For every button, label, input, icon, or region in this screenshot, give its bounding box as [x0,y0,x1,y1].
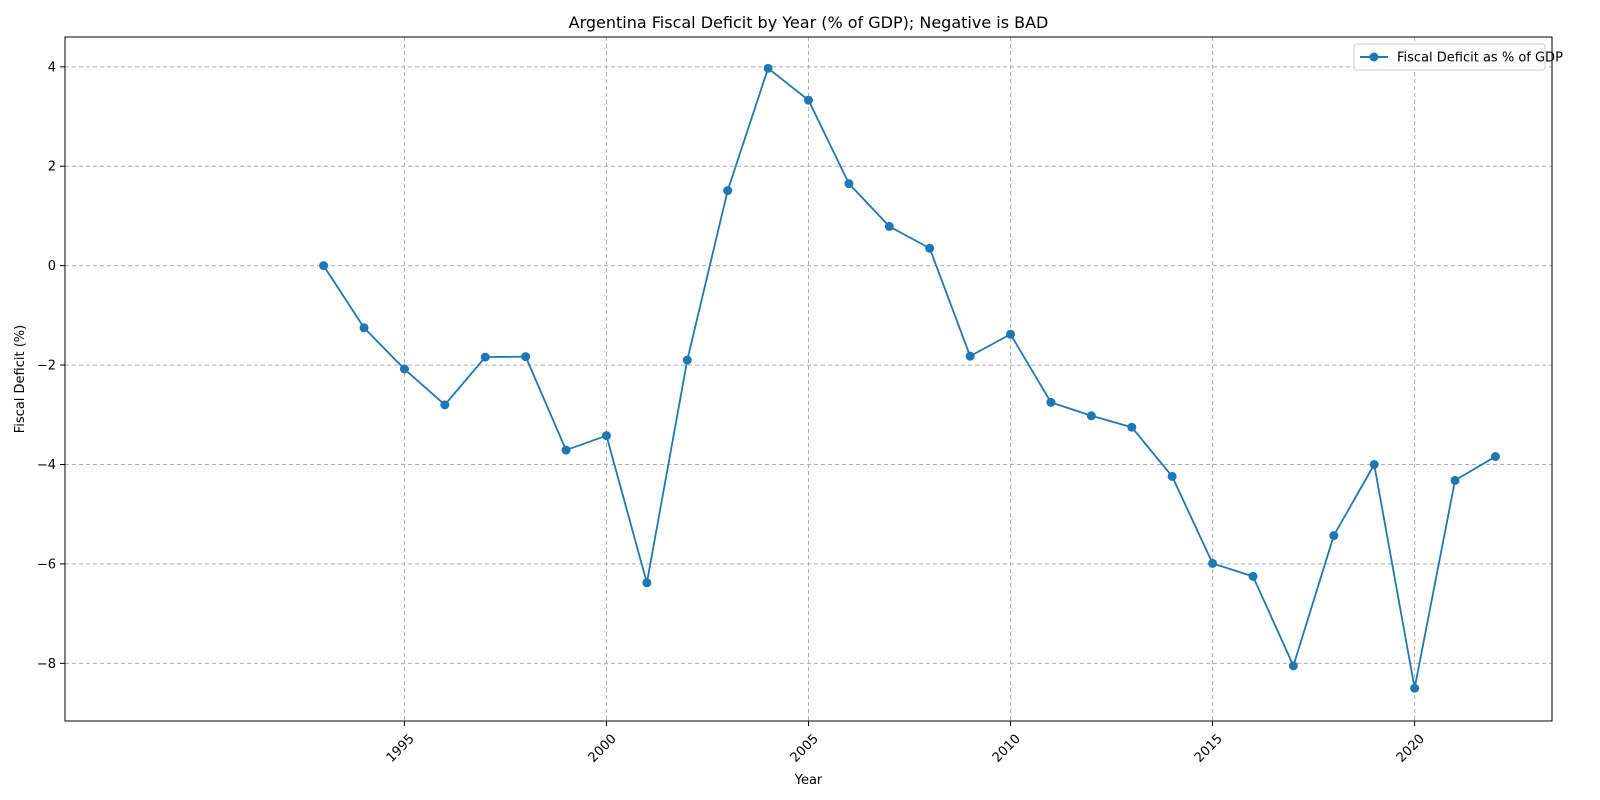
data-point [925,243,935,253]
data-point [1127,422,1137,432]
data-point [319,261,329,271]
y-tick-label: −8 [37,657,56,672]
y-tick-label: 2 [48,160,56,175]
data-point [561,445,571,455]
legend-entry-label: Fiscal Deficit as % of GDP [1397,51,1563,66]
x-tick-label: 2010 [990,732,1024,766]
x-tick-label: 2020 [1394,732,1428,766]
grid-lines [65,37,1552,721]
data-point [601,431,611,441]
x-axis-label: Year [794,773,823,788]
data-point [965,351,975,361]
data-point [723,186,733,196]
data-point [1410,683,1420,693]
data-point [844,179,854,189]
data-point [521,352,531,362]
data-point [763,63,773,73]
data-point [642,578,652,588]
data-point [480,352,490,362]
data-point [359,323,369,333]
data-point [682,355,692,365]
x-tick-label: 1995 [384,732,418,766]
data-point [399,364,409,374]
x-tick-label: 2015 [1192,732,1226,766]
data-point [1288,661,1298,671]
data-point [884,221,894,231]
data-point [1450,475,1460,485]
y-axis-label: Fiscal Deficit (%) [13,325,28,433]
data-point [1006,329,1016,339]
legend-box [1353,43,1546,71]
data-point [804,95,813,105]
data-point [1167,471,1177,481]
legend: Fiscal Deficit as % of GDP [1353,43,1563,71]
y-tick-label: −4 [37,458,56,473]
y-tick-label: −6 [37,557,56,572]
data-point [1208,558,1218,568]
data-point [1490,452,1500,462]
data-point [1086,411,1096,421]
y-tick-label: 4 [48,60,56,75]
chart-title: Argentina Fiscal Deficit by Year (% of G… [569,13,1049,32]
data-point [1248,571,1258,581]
data-point [1046,397,1056,407]
y-tick-label: −2 [37,359,56,374]
data-point [440,400,450,410]
legend-marker-swatch [1369,52,1379,62]
x-tick-label: 2000 [586,732,620,766]
x-tick-label: 2005 [788,732,822,766]
series-line [322,67,1496,690]
series-layer [319,63,1500,693]
data-point [1329,531,1339,541]
y-tick-label: 0 [48,259,56,274]
data-point [1369,460,1379,469]
